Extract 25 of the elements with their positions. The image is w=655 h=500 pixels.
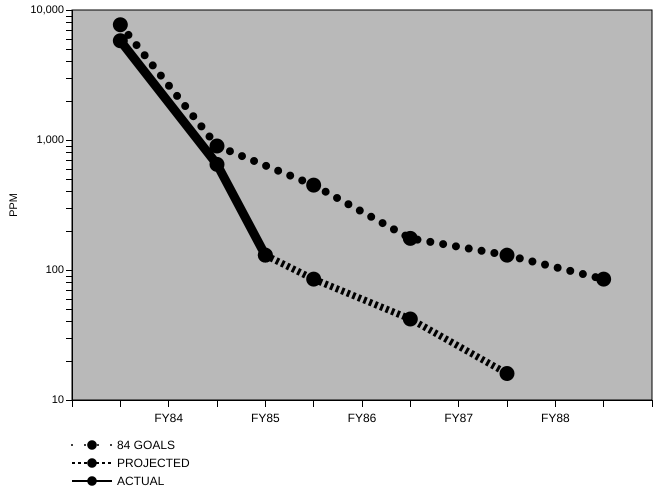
y-tick-label: 10 [52, 394, 64, 406]
y-axis-title: PPM [8, 193, 20, 217]
point [402, 311, 418, 326]
y-tick-label: 1,000 [36, 134, 64, 146]
legend-label: 84 GOALS [117, 438, 176, 452]
point [402, 230, 418, 246]
point [112, 17, 128, 32]
x-tick-label: FY84 [154, 411, 184, 425]
point [306, 178, 322, 193]
y-tick-label: 10,000 [30, 4, 64, 16]
point [210, 138, 224, 154]
point [258, 248, 273, 263]
x-tick-label: FY86 [348, 411, 377, 425]
x-tick-label: FY85 [250, 411, 280, 425]
x-tick-label: FY88 [540, 411, 570, 425]
point [306, 272, 322, 287]
legend-label: PROJECTED [117, 456, 190, 470]
legend-label: ACTUAL [117, 474, 165, 488]
point [500, 366, 514, 381]
point [500, 248, 514, 263]
y-tick-label: 100 [46, 264, 64, 276]
point [596, 272, 612, 287]
point [112, 33, 128, 48]
point [210, 156, 224, 172]
x-tick-label: FY87 [444, 411, 474, 425]
